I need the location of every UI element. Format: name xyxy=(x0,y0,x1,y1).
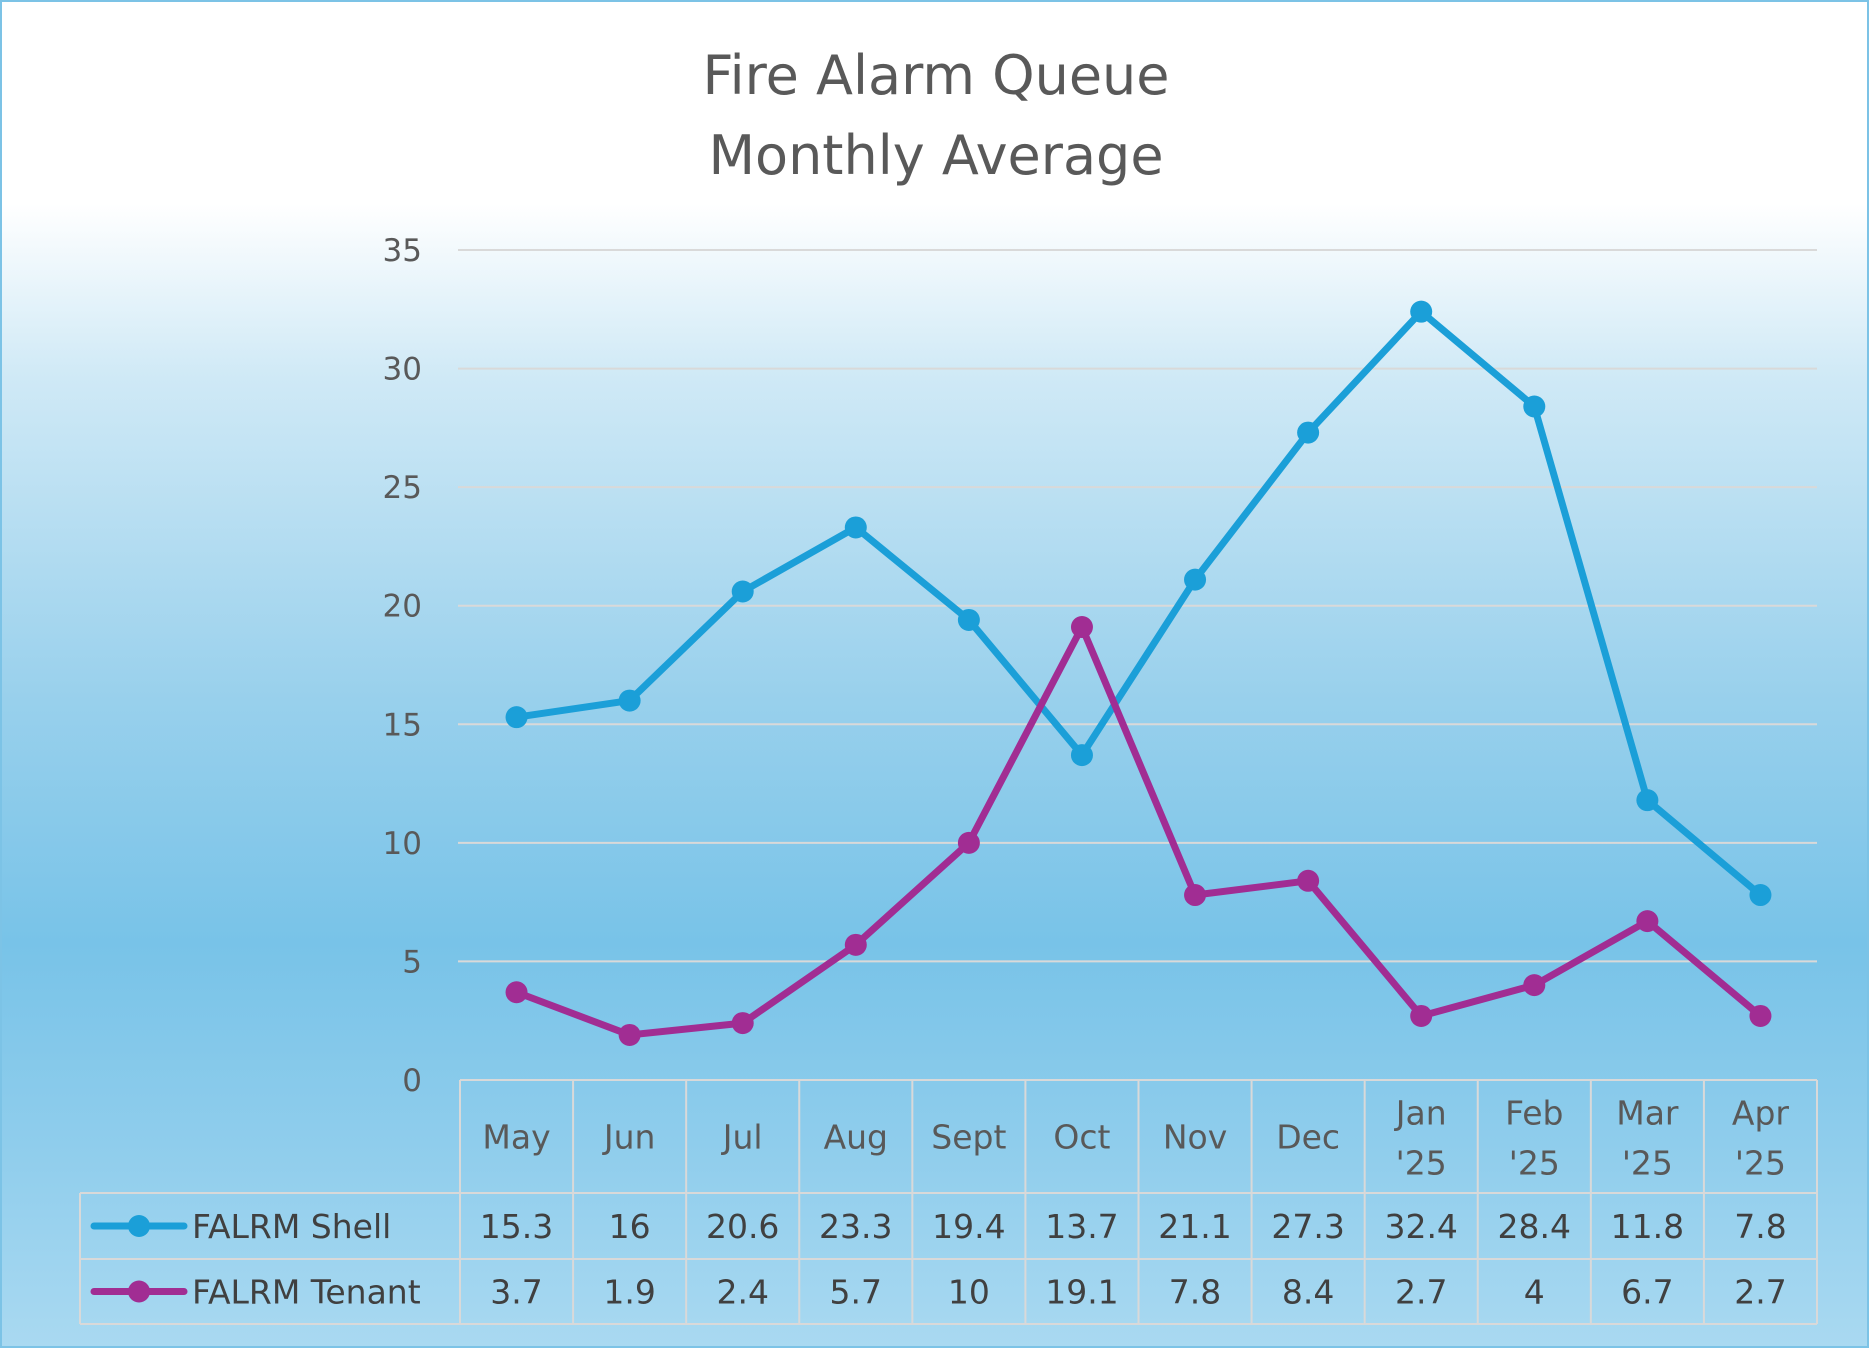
category-label: '25 xyxy=(1622,1144,1673,1183)
data-point xyxy=(1749,884,1772,907)
data-table-cell: 4 xyxy=(1524,1273,1545,1312)
y-tick-label: 10 xyxy=(383,826,422,862)
gridlines xyxy=(458,249,1817,963)
data-table-cell: 10 xyxy=(948,1273,990,1312)
data-point xyxy=(1297,421,1320,444)
category-label: Nov xyxy=(1163,1118,1227,1157)
data-point xyxy=(1410,300,1433,323)
data-table-cell: 3.7 xyxy=(490,1273,542,1312)
data-point xyxy=(957,608,980,631)
data-point xyxy=(957,831,980,854)
data-table-cell: 2.7 xyxy=(1395,1273,1447,1312)
data-table-cell: 1.9 xyxy=(603,1273,655,1312)
category-label: '25 xyxy=(1509,1144,1560,1183)
data-point xyxy=(731,580,754,603)
chart-title-line: Monthly Average xyxy=(708,124,1163,187)
data-table-cell: 28.4 xyxy=(1498,1207,1571,1246)
data-point xyxy=(505,706,528,729)
data-table-cell: 19.1 xyxy=(1045,1273,1118,1312)
category-label: '25 xyxy=(1735,1144,1786,1183)
y-tick-label: 0 xyxy=(402,1063,422,1099)
data-table-cell: 15.3 xyxy=(480,1207,553,1246)
data-table-cell: 16 xyxy=(609,1207,651,1246)
legend-key-marker xyxy=(128,1215,150,1237)
data-table-cell: 7.8 xyxy=(1734,1207,1786,1246)
category-label: Sept xyxy=(931,1118,1006,1157)
data-point xyxy=(1184,884,1207,907)
data-point xyxy=(1636,789,1659,812)
category-label: Jan xyxy=(1394,1094,1447,1133)
data-point xyxy=(618,689,641,712)
data-point xyxy=(1523,974,1546,997)
data-table-cell: 7.8 xyxy=(1169,1273,1221,1312)
data-point xyxy=(1636,910,1659,933)
y-tick-label: 30 xyxy=(383,352,422,388)
data-point xyxy=(1523,395,1546,418)
data-table-cell: 8.4 xyxy=(1282,1273,1334,1312)
category-label: Feb xyxy=(1505,1094,1563,1133)
data-table-cell: 20.6 xyxy=(706,1207,779,1246)
data-table-cell: 2.7 xyxy=(1734,1273,1786,1312)
data-point xyxy=(731,1012,754,1035)
data-table-cell: 32.4 xyxy=(1384,1207,1457,1246)
data-table-cell: 23.3 xyxy=(819,1207,892,1246)
data-point xyxy=(1410,1004,1433,1027)
data-table-cell: 19.4 xyxy=(932,1207,1005,1246)
y-tick-label: 35 xyxy=(383,233,422,269)
series-line-falrm-shell xyxy=(513,308,1764,899)
category-label: Jun xyxy=(602,1118,656,1157)
data-point xyxy=(505,981,528,1004)
legend-label: FALRM Tenant xyxy=(192,1273,421,1312)
data-table-cell: 6.7 xyxy=(1621,1273,1673,1312)
data-table-cell: 2.4 xyxy=(716,1273,768,1312)
y-tick-label: 20 xyxy=(383,589,422,625)
data-point xyxy=(1070,744,1093,767)
category-label: Jul xyxy=(721,1118,763,1157)
data-table-cell: 5.7 xyxy=(830,1273,882,1312)
data-table-cell: 21.1 xyxy=(1158,1207,1231,1246)
y-axis: 0 5 10 15 20 25 30 35 xyxy=(383,233,422,1099)
data-point xyxy=(1297,869,1320,892)
y-tick-label: 15 xyxy=(383,707,422,743)
chart-title-line: Fire Alarm Queue xyxy=(703,44,1170,107)
data-point xyxy=(618,1023,641,1046)
data-table: May Jun Jul Aug Sept Oct Nov Dec Jan '25 Feb '25 Mar… xyxy=(79,1079,1818,1325)
data-point xyxy=(1070,616,1093,639)
data-table-cell: 13.7 xyxy=(1045,1207,1118,1246)
series-line-falrm-tenant xyxy=(513,623,1764,1039)
data-point xyxy=(844,516,867,539)
y-tick-label: 25 xyxy=(383,470,422,506)
category-label: Dec xyxy=(1276,1118,1340,1157)
category-label: Oct xyxy=(1053,1118,1110,1157)
chart-title: Fire Alarm Queue Monthly Average xyxy=(703,44,1170,187)
data-point xyxy=(1184,568,1207,591)
series-layer xyxy=(505,300,1772,1046)
category-label: Mar xyxy=(1616,1094,1679,1133)
category-label: Apr xyxy=(1732,1094,1790,1133)
category-label: May xyxy=(482,1118,550,1157)
data-table-cell: 27.3 xyxy=(1271,1207,1344,1246)
y-tick-label: 5 xyxy=(402,944,422,980)
data-table-cell: 11.8 xyxy=(1611,1207,1684,1246)
data-point xyxy=(1749,1004,1772,1027)
category-label: '25 xyxy=(1396,1144,1447,1183)
data-point xyxy=(844,933,867,956)
legend-key-marker xyxy=(128,1280,150,1303)
legend-label: FALRM Shell xyxy=(192,1207,391,1246)
category-label: Aug xyxy=(824,1118,888,1157)
